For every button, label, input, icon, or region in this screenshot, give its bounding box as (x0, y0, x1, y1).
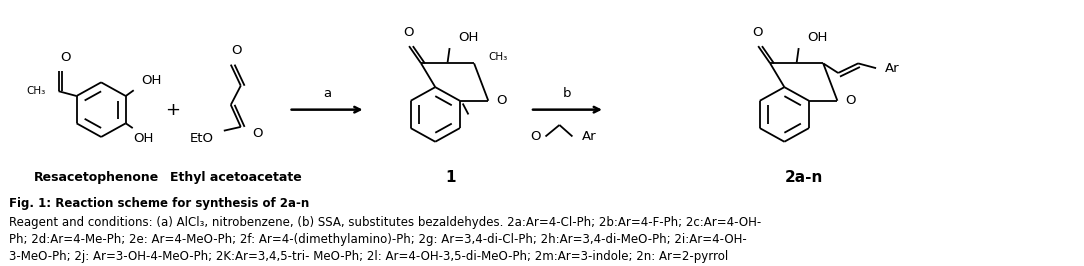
Text: Ar: Ar (885, 62, 900, 75)
Text: O: O (846, 94, 856, 107)
Text: Reagent and conditions: (a) AlCl₃, nitrobenzene, (b) SSA, substitutes bezaldehyd: Reagent and conditions: (a) AlCl₃, nitro… (10, 216, 762, 229)
Text: EtO: EtO (190, 132, 214, 145)
Text: Resacetophenone: Resacetophenone (34, 171, 158, 184)
Text: b: b (564, 87, 571, 100)
Text: O: O (403, 26, 413, 39)
Text: O: O (253, 127, 263, 140)
Text: Fig. 1: Reaction scheme for synthesis of 2a-n: Fig. 1: Reaction scheme for synthesis of… (10, 197, 310, 210)
Text: Ethyl acetoacetate: Ethyl acetoacetate (170, 171, 301, 184)
Text: O: O (530, 130, 541, 143)
Text: 2a-n: 2a-n (785, 170, 824, 185)
Text: OH: OH (133, 132, 154, 145)
Text: OH: OH (808, 31, 828, 44)
Text: OH: OH (459, 31, 479, 44)
Text: O: O (752, 26, 762, 39)
Text: 1: 1 (446, 170, 455, 185)
Text: a: a (323, 87, 331, 100)
Text: CH₃: CH₃ (26, 86, 46, 96)
Text: O: O (61, 51, 72, 64)
Text: CH₃: CH₃ (488, 52, 507, 62)
Text: O: O (232, 44, 242, 57)
Text: Ph; 2d:Ar=4-Me-Ph; 2e: Ar=4-MeO-Ph; 2f: Ar=4-(dimethylamino)-Ph; 2g: Ar=3,4-di-C: Ph; 2d:Ar=4-Me-Ph; 2e: Ar=4-MeO-Ph; 2f: … (10, 233, 747, 246)
Text: OH: OH (142, 74, 163, 87)
Text: O: O (496, 94, 507, 107)
Text: Ar: Ar (581, 130, 596, 143)
Text: 3-MeO-Ph; 2j: Ar=3-OH-4-MeO-Ph; 2K:Ar=3,4,5-tri- MeO-Ph; 2l: Ar=4-OH-3,5-di-MeO-: 3-MeO-Ph; 2j: Ar=3-OH-4-MeO-Ph; 2K:Ar=3,… (10, 251, 728, 264)
Text: +: + (166, 101, 180, 119)
